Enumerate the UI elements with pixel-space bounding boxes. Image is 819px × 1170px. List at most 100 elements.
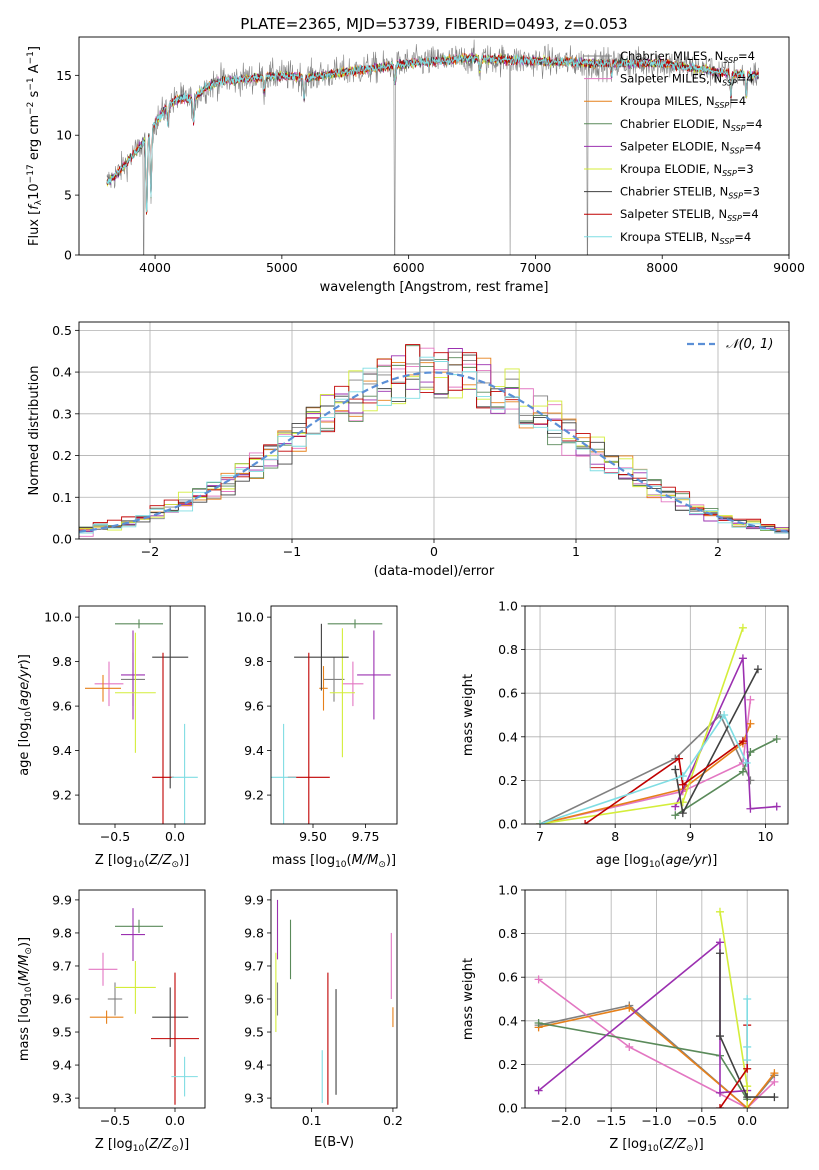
x-tick-label: −1 [283,544,301,559]
series-point-6-2 [743,1093,752,1102]
axes-frame [78,889,206,1109]
legend-label-1: Salpeter MILES, NSSP=4 [620,72,754,88]
x-tick-label: 4000 [139,260,171,275]
plot-area-age_vs_Z [85,606,198,824]
figure-title: PLATE=2365, MJD=53739, FIBERID=0493, z=0… [240,15,627,33]
plot-area-mass_weight_vs_Z [525,890,788,1108]
axes-frame [524,605,789,825]
y-tick-label: 9.6 [244,699,264,714]
x-tick-label: 0.1 [302,1113,322,1128]
x-axis-label: mass [log10​(M/M⊙​)] [272,853,396,870]
series-line-7 [584,740,744,824]
y-tick-label: 0.0 [52,532,72,547]
x-tick-label: −2.0 [551,1113,581,1128]
series-point-8-3 [742,758,751,767]
y-tick-label: 0.4 [498,1013,518,1028]
y-tick-label: 9.5 [244,1025,264,1040]
panel-residuals: −2 −1 0 1 2 0.0 0.1 0.2 0.3 0.4 0.5 (data-model)/er… [27,321,790,579]
y-tick-label: 1.0 [498,883,518,898]
y-tick-label: 0.2 [52,448,72,463]
x-tick-label: 8000 [646,260,678,275]
series-point-7-3 [738,737,747,746]
series-point-5-0 [715,907,724,916]
x-tick-label: 2 [714,544,722,559]
x-axis-label: age [log10​(age/yr)] [596,853,718,870]
x-tick-label: 10 [758,829,774,844]
axes-frame [78,605,206,825]
series-point-3-3 [772,734,781,743]
y-tick-label: 0.6 [498,970,518,985]
x-tick-label: 9.50 [299,829,327,844]
y-tick-label: 9.6 [52,699,72,714]
series-point-7-0 [715,1104,724,1108]
legend-label-8: Kroupa STELIB, NSSP=4 [620,230,751,246]
series-point-0-3 [746,776,755,785]
y-axis-label: mass [log10​(M/M⊙​)] [17,937,34,1061]
legend: Chabrier MILES, NSSP=4 Salpeter MILES, NS… [584,49,762,246]
x-tick-label: 0.2 [383,1113,403,1128]
y-tick-label: 9.4 [52,1058,72,1073]
x-tick-label: 9 [686,829,694,844]
axes-frame [270,889,398,1109]
legend-label-6: Chabrier STELIB, NSSP=3 [620,185,760,201]
y-tick-label: 1.0 [498,599,518,614]
y-tick-label: 9.2 [244,788,264,803]
x-axis-label: (data-model)/error [374,564,495,579]
x-tick-label: 7000 [520,260,552,275]
panels: 4000 5000 6000 7000 8000 9000051015wavelength… [17,36,805,1154]
plot-area-spectrum [106,39,759,255]
y-tick-label: 5 [64,188,72,203]
x-axis-label: wavelength [Angstrom, rest frame] [320,280,549,295]
y-tick-label: 9.8 [244,925,264,940]
legend-label-3: Chabrier ELODIE, NSSP=4 [620,117,762,133]
series-point-1-0 [534,975,543,984]
y-tick-label: 9.4 [244,1058,264,1073]
series-line-3 [538,1022,748,1100]
y-tick-label: 9.4 [52,743,72,758]
y-tick-label: 9.6 [52,992,72,1007]
series-point-7-2 [678,780,687,789]
series-point-6-1 [715,1032,724,1041]
panel-spectrum: 4000 5000 6000 7000 8000 9000 0 5 10 15 wavelength… [26,36,805,295]
legend-label-0: Chabrier MILES, NSSP=4 [620,49,755,65]
x-axis-label: E(B-V) [314,1135,354,1150]
legend: 𝒩(0, 1) [687,337,773,352]
y-tick-label: 0.4 [498,729,518,744]
panel-age_vs_mass: 9.50 9.75 9.2 9.4 9.6 9.8 10.0 mass [log10​(M/M… [236,605,398,870]
axes-frame [78,36,790,256]
plot-area-age_vs_mass [271,619,391,824]
x-tick-label: −1.0 [641,1113,671,1128]
y-tick-label: 10.0 [44,610,72,625]
axes-frame [78,321,790,540]
series-point-2-3 [770,1069,779,1078]
y-tick-label: 9.7 [52,958,72,973]
x-tick-label: 9000 [773,260,805,275]
x-tick-label: −1.5 [596,1113,626,1128]
series-point-8-1 [743,1056,752,1065]
series-point-4-2 [746,804,755,813]
y-tick-label: 0.6 [498,686,518,701]
series-point-3-0 [671,811,680,820]
y-tick-label: 9.8 [52,654,72,669]
series-point-6-2 [753,665,762,674]
legend-label-4: Salpeter ELODIE, NSSP=4 [620,139,761,155]
y-tick-label: 0.8 [498,926,518,941]
series-point-7-1 [675,754,684,763]
y-tick-label: 9.6 [244,992,264,1007]
y-tick-label: 0.2 [498,1057,518,1072]
x-tick-label: 5000 [266,260,298,275]
y-axis-label: mass weight [461,958,476,1040]
series-point-8-0 [743,995,752,1003]
y-tick-label: 0.1 [52,490,72,505]
spectrum-line-8 [106,54,759,213]
panel-mass_weight_vs_Z: −2.0 −1.5 −1.0 −0.5 0.0 0.0 0.2 0.4 0.6 0.8 1.0 Z [… [461,883,789,1154]
series-point-1-1 [625,1042,634,1051]
y-axis-label: age [log10​(age/yr)] [17,654,34,776]
series-point-1-3 [770,1077,779,1086]
y-tick-label: 0.0 [498,817,518,832]
panel-mass_vs_EBV: 0.1 0.2 9.3 9.4 9.5 9.6 9.7 9.8 9.9 E(B-V) [244,889,403,1150]
x-tick-label: 6000 [393,260,425,275]
series-point-1-3 [746,695,755,704]
y-tick-label: 9.3 [244,1091,264,1106]
